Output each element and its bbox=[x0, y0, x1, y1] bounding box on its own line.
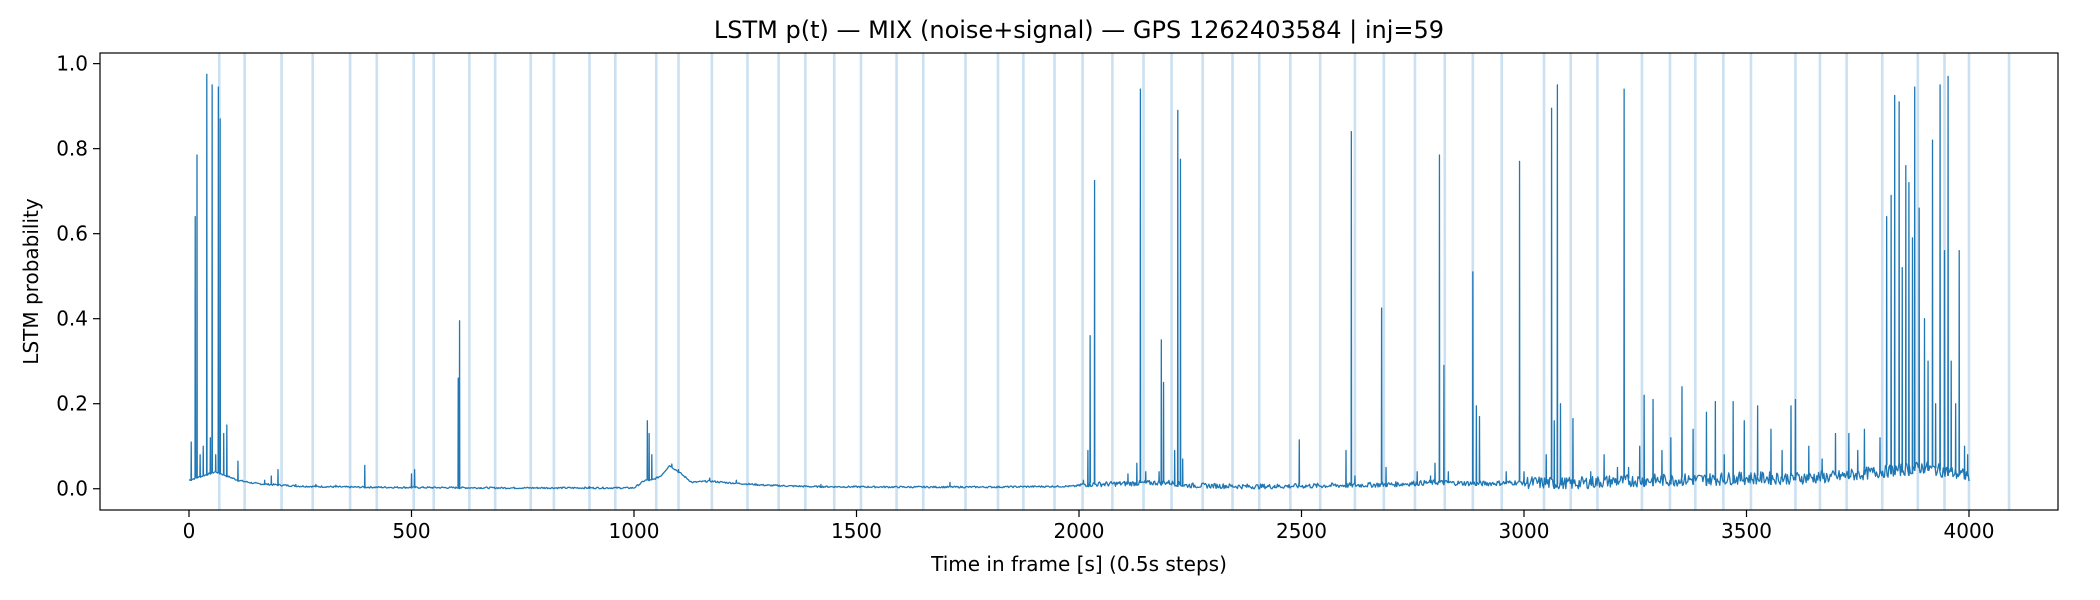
y-tick-label: 0.0 bbox=[56, 477, 88, 501]
x-tick-label: 4000 bbox=[1944, 519, 1995, 543]
x-tick-label: 500 bbox=[392, 519, 430, 543]
x-tick-label: 3500 bbox=[1721, 519, 1772, 543]
y-axis-label: LSTM probability bbox=[19, 198, 43, 365]
injection-bands bbox=[217, 53, 2011, 510]
series-layer bbox=[188, 73, 1970, 490]
x-tick-label: 2000 bbox=[1054, 519, 1105, 543]
x-axis: 0 500 1000 1500 2000 2500 3000 3500 4000 bbox=[183, 510, 1995, 543]
x-axis-label: Time in frame [s] (0.5s steps) bbox=[930, 552, 1227, 576]
chart-title: LSTM p(t) — MIX (noise+signal) — GPS 126… bbox=[714, 16, 1444, 44]
x-tick-label: 0 bbox=[183, 519, 196, 543]
y-tick-label: 0.8 bbox=[56, 137, 88, 161]
x-tick-label: 1000 bbox=[609, 519, 660, 543]
y-tick-label: 0.6 bbox=[56, 222, 88, 246]
x-tick-label: 2500 bbox=[1276, 519, 1327, 543]
x-tick-label: 3000 bbox=[1499, 519, 1550, 543]
plot-frame bbox=[99, 52, 2059, 511]
y-tick-label: 0.4 bbox=[56, 307, 88, 331]
y-tick-label: 0.2 bbox=[56, 392, 88, 416]
series-line-lstm-probability bbox=[188, 73, 1970, 490]
y-tick-label: 1.0 bbox=[56, 52, 88, 76]
x-tick-label: 1500 bbox=[831, 519, 882, 543]
y-axis: 0.0 0.2 0.4 0.6 0.8 1.0 bbox=[56, 52, 100, 501]
